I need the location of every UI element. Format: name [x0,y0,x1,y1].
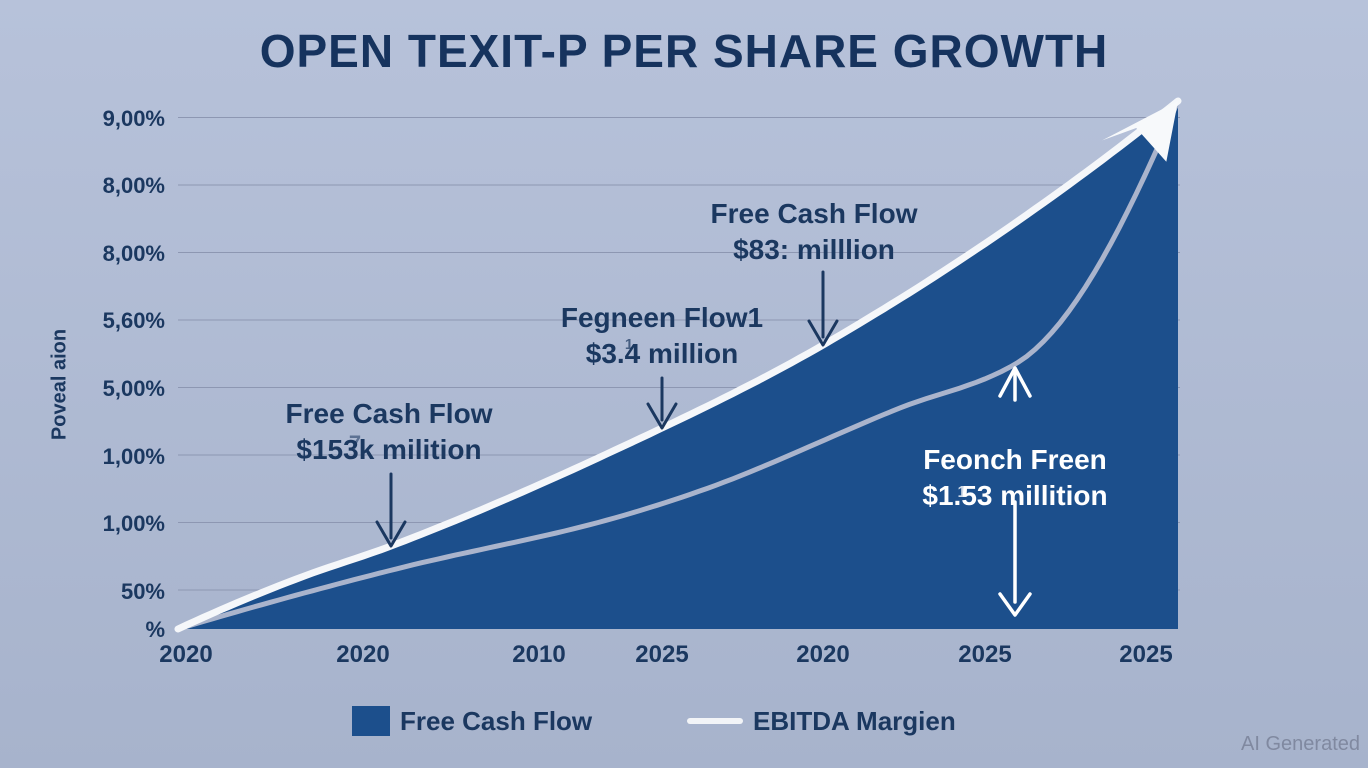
svg-text:Free Cash Flow: Free Cash Flow [286,398,493,429]
svg-text:2025: 2025 [958,641,1011,668]
svg-text:1: 1 [958,484,967,501]
svg-text:8,00%: 8,00% [103,241,165,266]
svg-text:7: 7 [349,431,361,456]
svg-text:5,60%: 5,60% [103,308,165,333]
svg-text:Fegneen Flow1: Fegneen Flow1 [561,302,763,333]
svg-text:1,00%: 1,00% [103,511,165,536]
svg-text:9,00%: 9,00% [103,106,165,131]
svg-text:$83: milllion: $83: milllion [733,234,895,265]
svg-text:50%: 50% [121,579,165,604]
svg-text:$153k milition: $153k milition [296,434,481,465]
svg-text:2020: 2020 [336,641,389,668]
svg-text:%: % [145,617,165,642]
svg-text:EBITDA Margien: EBITDA Margien [753,706,956,736]
svg-text:2025: 2025 [635,641,688,668]
svg-text:1,00%: 1,00% [103,444,165,469]
svg-text:Feonch Freen: Feonch Freen [923,444,1107,475]
svg-text:8,00%: 8,00% [103,173,165,198]
svg-text:2020: 2020 [796,641,849,668]
svg-text:Free Cash Flow: Free Cash Flow [711,198,918,229]
svg-text:1: 1 [625,336,633,353]
svg-text:$3.4 million: $3.4 million [586,338,739,369]
svg-text:AI Generated: AI Generated [1241,733,1360,755]
svg-text:$1.53 millition: $1.53 millition [922,480,1107,511]
svg-text:2010: 2010 [512,641,565,668]
svg-text:5,00%: 5,00% [103,376,165,401]
svg-text:2025: 2025 [1119,641,1172,668]
svg-text:Free Cash Flow: Free Cash Flow [400,706,593,736]
svg-text:2020: 2020 [159,641,212,668]
